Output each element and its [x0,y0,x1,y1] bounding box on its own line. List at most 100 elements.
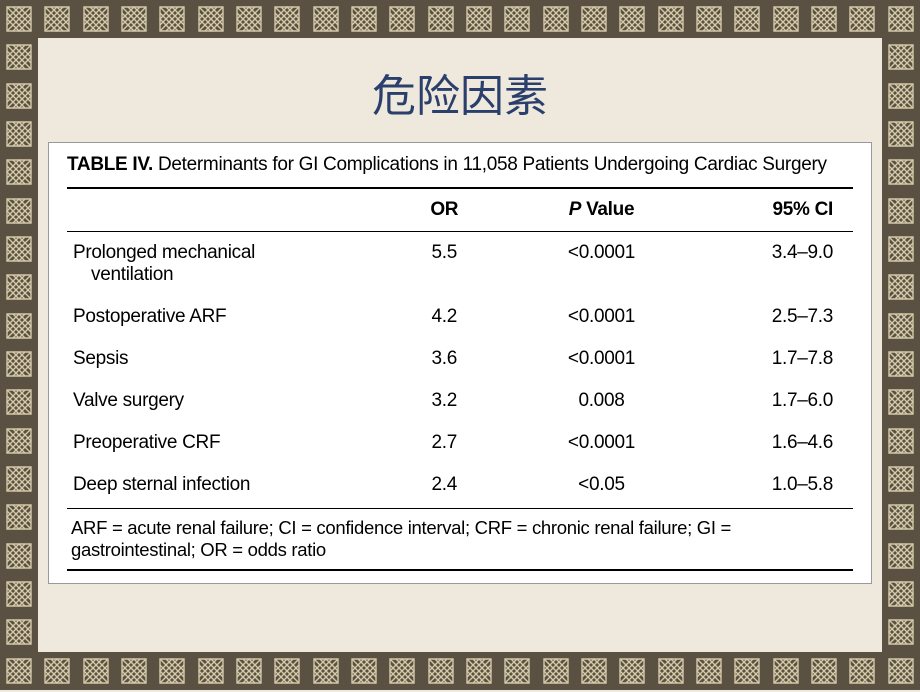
celtic-knot-icon [885,578,917,610]
celtic-knot-icon [3,233,35,265]
celtic-knot-icon [885,616,917,648]
celtic-knot-icon [885,386,917,418]
celtic-knot-icon [386,3,418,35]
slide-title: 危险因素 [38,38,882,142]
cell-ci: 1.7–6.0 [696,380,853,422]
celtic-knot-icon [885,80,917,112]
table-container: TABLE IV. Determinants for GI Complicati… [48,142,872,584]
celtic-knot-icon [3,80,35,112]
pvalue-italic-p: P [569,199,581,220]
celtic-knot-icon [3,310,35,342]
celtic-knot-icon [693,3,725,35]
celtic-knot-icon [3,195,35,227]
col-header-ci: 95% CI [696,188,853,232]
celtic-knot-icon [425,3,457,35]
celtic-knot-icon [3,118,35,150]
cell-ci: 1.0–5.8 [696,464,853,509]
celtic-knot-icon [885,310,917,342]
celtic-knot-icon [3,616,35,648]
celtic-knot-icon [885,348,917,380]
cell-label: Sepsis [67,338,381,380]
cell-or: 5.5 [381,231,507,296]
cell-ci: 1.7–7.8 [696,338,853,380]
decorative-border-left [0,0,38,690]
celtic-knot-icon [41,655,73,687]
celtic-knot-icon [463,655,495,687]
celtic-knot-icon [616,655,648,687]
celtic-knot-icon [463,3,495,35]
celtic-knot-icon [3,348,35,380]
data-table: OR P Value 95% CI Prolonged mechanicalve… [67,187,853,571]
celtic-knot-icon [693,655,725,687]
celtic-knot-icon [616,3,648,35]
cell-ci: 1.6–4.6 [696,422,853,464]
celtic-knot-icon [885,233,917,265]
celtic-knot-icon [540,3,572,35]
cell-or: 3.6 [381,338,507,380]
celtic-knot-icon [3,386,35,418]
celtic-knot-icon [118,3,150,35]
celtic-knot-icon [3,578,35,610]
celtic-knot-icon [885,425,917,457]
cell-label: Postoperative ARF [67,296,381,338]
celtic-knot-icon [885,540,917,572]
table-footnote: ARF = acute renal failure; CI = confiden… [67,508,853,570]
table-caption: TABLE IV. Determinants for GI Complicati… [67,153,853,177]
table-row: Prolonged mechanicalventilation5.5<0.000… [67,231,853,296]
table-header-row: OR P Value 95% CI [67,188,853,232]
celtic-knot-icon [3,655,35,687]
celtic-knot-icon [808,655,840,687]
celtic-knot-icon [770,3,802,35]
decorative-border-bottom [0,652,920,690]
decorative-border-top [0,0,920,38]
celtic-knot-icon [118,655,150,687]
celtic-knot-icon [271,3,303,35]
celtic-knot-icon [3,156,35,188]
celtic-knot-icon [233,655,265,687]
celtic-knot-icon [80,3,112,35]
celtic-knot-icon [501,655,533,687]
celtic-knot-icon [348,3,380,35]
celtic-knot-icon [3,501,35,533]
table-row: Postoperative ARF4.2<0.00012.5–7.3 [67,296,853,338]
cell-or: 2.7 [381,422,507,464]
table-row: Deep sternal infection2.4<0.051.0–5.8 [67,464,853,509]
cell-p: <0.0001 [507,231,696,296]
celtic-knot-icon [885,463,917,495]
celtic-knot-icon [156,655,188,687]
celtic-knot-icon [770,655,802,687]
celtic-knot-icon [655,655,687,687]
celtic-knot-icon [731,655,763,687]
celtic-knot-icon [3,271,35,303]
celtic-knot-icon [3,425,35,457]
col-header-empty [67,188,381,232]
cell-label: Prolonged mechanicalventilation [67,231,381,296]
celtic-knot-icon [540,655,572,687]
cell-or: 4.2 [381,296,507,338]
celtic-knot-icon [885,3,917,35]
cell-p: <0.0001 [507,296,696,338]
celtic-knot-icon [195,655,227,687]
cell-p: <0.05 [507,464,696,509]
celtic-knot-icon [310,3,342,35]
celtic-knot-icon [3,41,35,73]
celtic-knot-icon [348,655,380,687]
celtic-knot-icon [310,655,342,687]
celtic-knot-icon [41,3,73,35]
table-caption-label: TABLE IV. [67,154,153,175]
cell-ci: 2.5–7.3 [696,296,853,338]
celtic-knot-icon [885,156,917,188]
decorative-border-right [882,0,920,690]
table-row: Preoperative CRF2.7<0.00011.6–4.6 [67,422,853,464]
cell-ci: 3.4–9.0 [696,231,853,296]
cell-label: Valve surgery [67,380,381,422]
table-row: Valve surgery3.20.0081.7–6.0 [67,380,853,422]
celtic-knot-icon [425,655,457,687]
table-caption-text: Determinants for GI Complications in 11,… [158,154,827,175]
cell-p: 0.008 [507,380,696,422]
celtic-knot-icon [156,3,188,35]
cell-label: Preoperative CRF [67,422,381,464]
celtic-knot-icon [846,655,878,687]
celtic-knot-icon [885,41,917,73]
celtic-knot-icon [501,3,533,35]
